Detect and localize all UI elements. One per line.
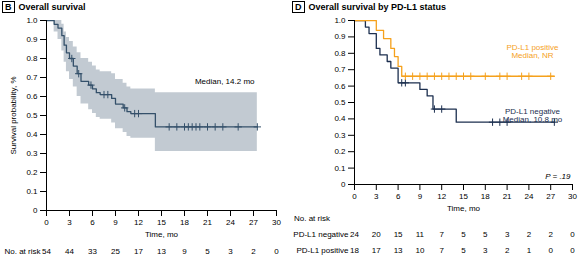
svg-text:0.9: 0.9 xyxy=(26,35,38,44)
svg-text:0: 0 xyxy=(274,247,279,256)
svg-text:15: 15 xyxy=(157,218,166,227)
svg-text:3: 3 xyxy=(67,218,72,227)
svg-text:3: 3 xyxy=(228,247,233,256)
svg-text:18: 18 xyxy=(350,246,359,255)
svg-text:Median, 14.2 mo: Median, 14.2 mo xyxy=(195,77,255,86)
svg-text:Time, mo: Time, mo xyxy=(447,204,481,213)
html-text:D: D xyxy=(295,2,302,12)
svg-text:13: 13 xyxy=(394,246,403,255)
svg-text:No. at risk: No. at risk xyxy=(4,247,41,256)
svg-text:9: 9 xyxy=(418,192,423,201)
svg-text:0: 0 xyxy=(341,180,346,189)
svg-text:0.1: 0.1 xyxy=(334,164,346,173)
svg-text:0: 0 xyxy=(44,218,49,227)
svg-text:0: 0 xyxy=(548,246,553,255)
svg-text:5: 5 xyxy=(461,230,466,239)
svg-text:0.1: 0.1 xyxy=(26,187,38,196)
svg-text:0: 0 xyxy=(570,246,575,255)
svg-text:21: 21 xyxy=(503,192,512,201)
svg-text:2: 2 xyxy=(505,246,510,255)
svg-text:0.8: 0.8 xyxy=(26,54,38,63)
svg-text:15: 15 xyxy=(394,230,403,239)
svg-text:0: 0 xyxy=(352,192,357,201)
svg-text:0.2: 0.2 xyxy=(334,147,346,156)
html-text:B: B xyxy=(5,2,12,12)
svg-text:30: 30 xyxy=(568,192,577,201)
svg-text:24: 24 xyxy=(524,192,533,201)
svg-text:9: 9 xyxy=(182,247,187,256)
svg-text:0.8: 0.8 xyxy=(334,49,346,58)
svg-text:44: 44 xyxy=(65,247,74,256)
svg-text:0.2: 0.2 xyxy=(26,168,38,177)
svg-text:P = .19: P = .19 xyxy=(545,172,571,181)
svg-text:24: 24 xyxy=(350,230,359,239)
svg-text:3: 3 xyxy=(505,230,510,239)
svg-text:0.4: 0.4 xyxy=(26,130,38,139)
svg-text:0.5: 0.5 xyxy=(26,111,38,120)
svg-text:10: 10 xyxy=(415,246,424,255)
svg-text:0.5: 0.5 xyxy=(334,98,346,107)
svg-text:27: 27 xyxy=(546,192,555,201)
svg-text:PD-L1 negative: PD-L1 negative xyxy=(293,230,349,239)
svg-text:7: 7 xyxy=(439,230,444,239)
svg-text:5: 5 xyxy=(461,246,466,255)
svg-text:21: 21 xyxy=(203,218,212,227)
svg-text:18: 18 xyxy=(180,218,189,227)
html-text:Overall survival by PD-L1 stat: Overall survival by PD-L1 status xyxy=(308,2,447,12)
svg-text:0.4: 0.4 xyxy=(334,114,346,123)
svg-text:2: 2 xyxy=(527,230,532,239)
svg-text:25: 25 xyxy=(111,247,120,256)
svg-text:13: 13 xyxy=(157,247,166,256)
svg-text:33: 33 xyxy=(88,247,97,256)
svg-text:PD-L1 positive: PD-L1 positive xyxy=(296,246,349,255)
svg-text:15: 15 xyxy=(459,192,468,201)
svg-text:Time, mo: Time, mo xyxy=(145,230,179,239)
svg-text:PD-L1 negativeMedian, 10.8 mo: PD-L1 negativeMedian, 10.8 mo xyxy=(503,107,563,124)
svg-text:1: 1 xyxy=(527,246,532,255)
svg-text:12: 12 xyxy=(437,192,446,201)
svg-text:7: 7 xyxy=(439,246,444,255)
svg-text:0.9: 0.9 xyxy=(334,32,346,41)
svg-text:0.7: 0.7 xyxy=(334,65,346,74)
svg-text:PD-L1 positiveMedian, NR: PD-L1 positiveMedian, NR xyxy=(506,43,559,60)
svg-text:Survival probability, %: Survival probability, % xyxy=(9,76,18,154)
svg-text:0.6: 0.6 xyxy=(334,82,346,91)
svg-text:1.0: 1.0 xyxy=(334,16,346,25)
svg-text:12: 12 xyxy=(134,218,143,227)
svg-text:0.3: 0.3 xyxy=(334,131,346,140)
svg-text:0.3: 0.3 xyxy=(26,149,38,158)
svg-text:2: 2 xyxy=(251,247,256,256)
svg-text:5: 5 xyxy=(205,247,210,256)
svg-text:0: 0 xyxy=(570,230,575,239)
svg-text:3: 3 xyxy=(483,246,488,255)
svg-text:0: 0 xyxy=(33,206,38,215)
svg-text:3: 3 xyxy=(374,192,379,201)
svg-text:18: 18 xyxy=(481,192,490,201)
svg-text:24: 24 xyxy=(226,218,235,227)
svg-text:54: 54 xyxy=(42,247,51,256)
svg-text:2: 2 xyxy=(548,230,553,239)
svg-text:6: 6 xyxy=(396,192,401,201)
svg-text:20: 20 xyxy=(372,230,381,239)
svg-text:17: 17 xyxy=(134,247,143,256)
svg-text:17: 17 xyxy=(372,246,381,255)
svg-text:30: 30 xyxy=(272,218,281,227)
svg-text:9: 9 xyxy=(113,218,118,227)
svg-text:27: 27 xyxy=(249,218,258,227)
svg-text:1.0: 1.0 xyxy=(26,16,38,25)
svg-text:6: 6 xyxy=(90,218,95,227)
html-text:No. at risk: No. at risk xyxy=(294,214,330,223)
svg-text:0.7: 0.7 xyxy=(26,73,38,82)
svg-text:0.6: 0.6 xyxy=(26,92,38,101)
html-text:Overall survival: Overall survival xyxy=(18,2,86,12)
svg-text:11: 11 xyxy=(416,230,425,239)
svg-text:5: 5 xyxy=(483,230,488,239)
